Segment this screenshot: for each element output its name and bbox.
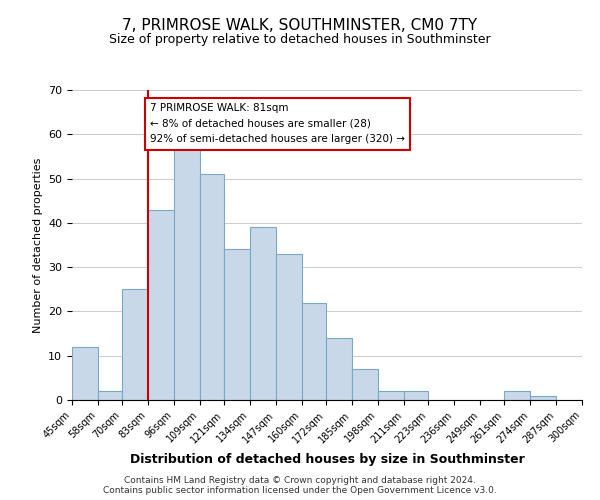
- Bar: [504, 391, 530, 400]
- Bar: [98, 391, 122, 400]
- X-axis label: Distribution of detached houses by size in Southminster: Distribution of detached houses by size …: [130, 453, 524, 466]
- Text: Size of property relative to detached houses in Southminster: Size of property relative to detached ho…: [109, 32, 491, 46]
- Text: 7, PRIMROSE WALK, SOUTHMINSTER, CM0 7TY: 7, PRIMROSE WALK, SOUTHMINSTER, CM0 7TY: [122, 18, 478, 32]
- Bar: [122, 290, 148, 400]
- Text: 7 PRIMROSE WALK: 81sqm
← 8% of detached houses are smaller (28)
92% of semi-deta: 7 PRIMROSE WALK: 81sqm ← 8% of detached …: [150, 104, 405, 144]
- Bar: [302, 302, 326, 400]
- Text: Contains public sector information licensed under the Open Government Licence v3: Contains public sector information licen…: [103, 486, 497, 495]
- Bar: [148, 210, 174, 400]
- Text: Contains HM Land Registry data © Crown copyright and database right 2024.: Contains HM Land Registry data © Crown c…: [124, 476, 476, 485]
- Bar: [174, 143, 200, 400]
- Bar: [404, 391, 428, 400]
- Bar: [72, 347, 98, 400]
- Bar: [352, 369, 378, 400]
- Bar: [224, 250, 250, 400]
- Bar: [250, 228, 276, 400]
- Y-axis label: Number of detached properties: Number of detached properties: [32, 158, 43, 332]
- Bar: [276, 254, 302, 400]
- Bar: [326, 338, 352, 400]
- Bar: [200, 174, 224, 400]
- Bar: [378, 391, 404, 400]
- Bar: [530, 396, 556, 400]
